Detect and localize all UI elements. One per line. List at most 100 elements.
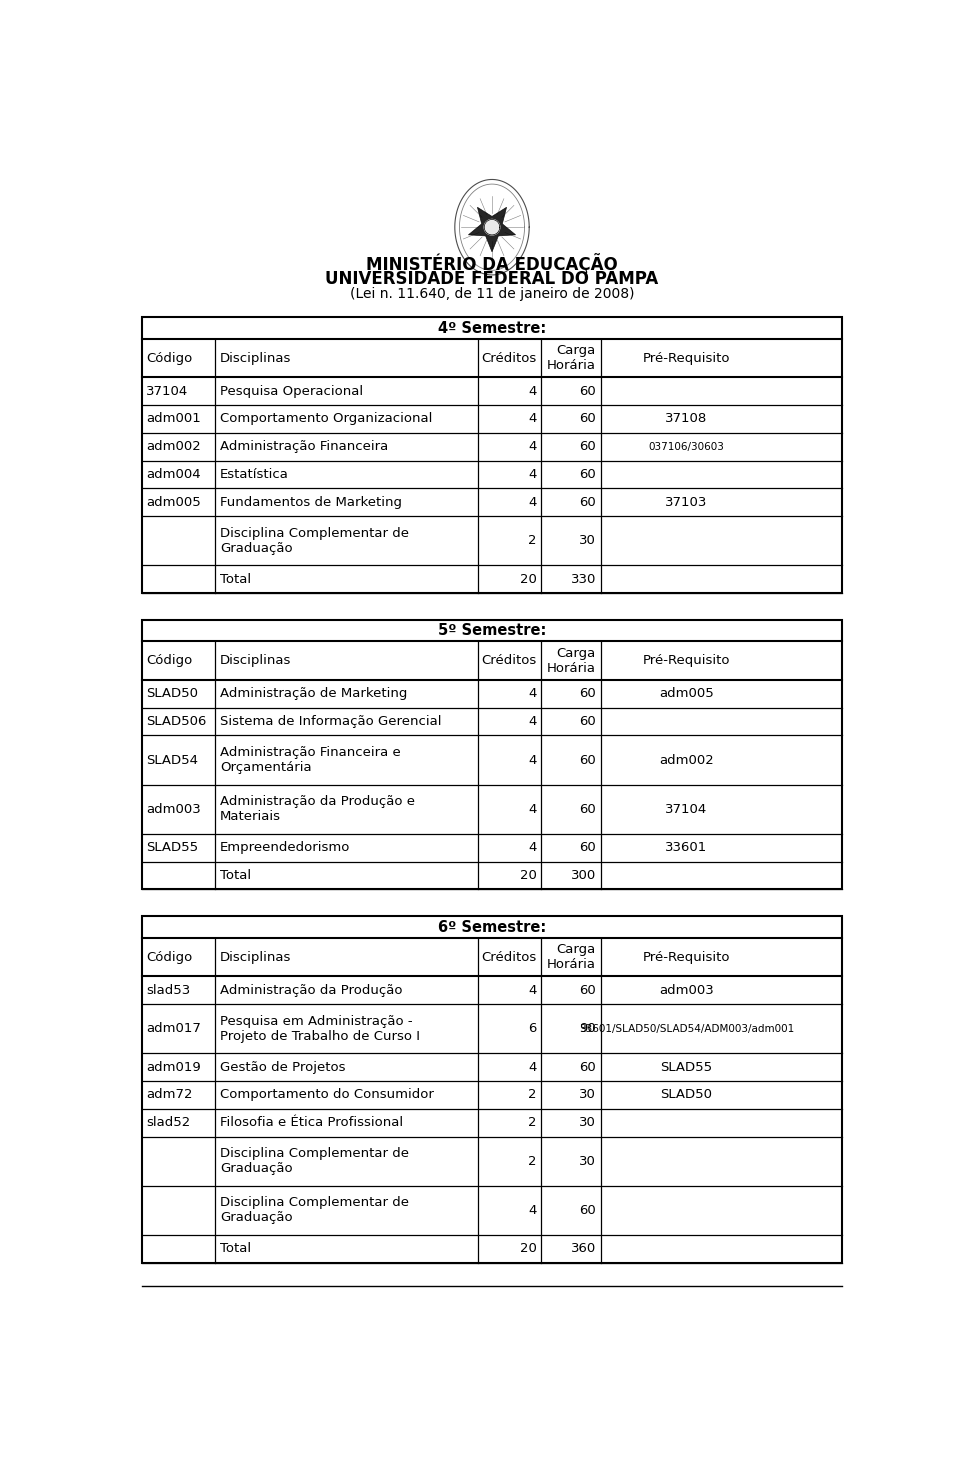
Text: Comportamento do Consumidor: Comportamento do Consumidor — [220, 1088, 434, 1101]
Text: Disciplina Complementar de
Graduação: Disciplina Complementar de Graduação — [220, 1147, 409, 1176]
Text: 4: 4 — [528, 841, 537, 854]
Text: 2: 2 — [528, 535, 537, 546]
Text: Disciplinas: Disciplinas — [220, 351, 291, 364]
Text: 60: 60 — [579, 495, 596, 508]
Text: Comportamento Organizacional: Comportamento Organizacional — [220, 412, 432, 425]
Text: 60: 60 — [579, 1061, 596, 1074]
Polygon shape — [484, 220, 500, 235]
Text: 4: 4 — [528, 1203, 537, 1217]
Text: Disciplinas: Disciplinas — [220, 950, 291, 963]
Text: 4: 4 — [528, 495, 537, 508]
Text: (Lei n. 11.640, de 11 de janeiro de 2008): (Lei n. 11.640, de 11 de janeiro de 2008… — [349, 287, 635, 302]
Text: 2: 2 — [528, 1155, 537, 1167]
Bar — [142, 916, 842, 1263]
Text: 4: 4 — [528, 753, 537, 766]
Text: adm005: adm005 — [146, 495, 201, 508]
Text: Administração da Produção e
Materiais: Administração da Produção e Materiais — [220, 796, 415, 823]
Text: 4: 4 — [528, 385, 537, 398]
Text: 60: 60 — [579, 715, 596, 728]
Text: 2: 2 — [528, 1116, 537, 1129]
Text: 37103: 37103 — [665, 495, 708, 508]
Text: 6º Semestre:: 6º Semestre: — [438, 919, 546, 934]
Text: 37104: 37104 — [146, 385, 188, 398]
Text: 4: 4 — [528, 440, 537, 453]
Bar — [142, 619, 842, 889]
Text: 60: 60 — [579, 688, 596, 701]
Text: slad53: slad53 — [146, 983, 191, 997]
Text: 60: 60 — [579, 841, 596, 854]
Text: 90: 90 — [579, 1023, 596, 1036]
Text: SLAD55: SLAD55 — [146, 841, 199, 854]
Text: 300: 300 — [570, 868, 596, 881]
Text: adm72: adm72 — [146, 1088, 193, 1101]
Text: Disciplina Complementar de
Graduação: Disciplina Complementar de Graduação — [220, 526, 409, 555]
Text: 20: 20 — [519, 868, 537, 881]
Text: Sistema de Informação Gerencial: Sistema de Informação Gerencial — [220, 715, 442, 728]
Text: Carga
Horária: Carga Horária — [547, 943, 596, 972]
Text: 33601/SLAD50/SLAD54/ADM003/adm001: 33601/SLAD50/SLAD54/ADM003/adm001 — [579, 1024, 794, 1034]
Text: 60: 60 — [579, 440, 596, 453]
Text: Estatística: Estatística — [220, 468, 289, 481]
Text: Pesquisa Operacional: Pesquisa Operacional — [220, 385, 363, 398]
Text: SLAD506: SLAD506 — [146, 715, 206, 728]
Text: adm003: adm003 — [146, 803, 201, 816]
Text: 60: 60 — [579, 983, 596, 997]
Text: 330: 330 — [570, 573, 596, 586]
Text: 60: 60 — [579, 385, 596, 398]
Text: adm002: adm002 — [660, 753, 714, 766]
Text: 4: 4 — [528, 803, 537, 816]
Text: adm003: adm003 — [660, 983, 714, 997]
Text: 37108: 37108 — [665, 412, 708, 425]
Text: 6: 6 — [528, 1023, 537, 1036]
Text: 037106/30603: 037106/30603 — [648, 441, 725, 452]
Text: Pré-Requisito: Pré-Requisito — [642, 950, 731, 963]
Text: Total: Total — [220, 1243, 251, 1256]
Text: 37104: 37104 — [665, 803, 708, 816]
Text: 20: 20 — [519, 573, 537, 586]
Text: 2: 2 — [528, 1088, 537, 1101]
Text: Pesquisa em Administração -
Projeto de Trabalho de Curso I: Pesquisa em Administração - Projeto de T… — [220, 1014, 420, 1043]
Text: Créditos: Créditos — [481, 654, 537, 667]
Text: Total: Total — [220, 868, 251, 881]
Text: 60: 60 — [579, 468, 596, 481]
Text: 30: 30 — [579, 535, 596, 546]
Text: adm002: adm002 — [146, 440, 201, 453]
Text: Disciplina Complementar de
Graduação: Disciplina Complementar de Graduação — [220, 1196, 409, 1224]
Text: 30: 30 — [579, 1155, 596, 1167]
Text: 4: 4 — [528, 983, 537, 997]
Text: 5º Semestre:: 5º Semestre: — [438, 624, 546, 638]
Text: 20: 20 — [519, 1243, 537, 1256]
Polygon shape — [468, 207, 516, 252]
Text: SLAD50: SLAD50 — [660, 1088, 712, 1101]
Text: 360: 360 — [570, 1243, 596, 1256]
Text: Administração Financeira: Administração Financeira — [220, 440, 388, 453]
Bar — [142, 318, 842, 593]
Text: MINISTÉRIO DA EDUCAÇÃO: MINISTÉRIO DA EDUCAÇÃO — [366, 254, 618, 274]
Text: Empreendedorismo: Empreendedorismo — [220, 841, 350, 854]
Text: slad52: slad52 — [146, 1116, 191, 1129]
Text: Total: Total — [220, 573, 251, 586]
Text: 4: 4 — [528, 688, 537, 701]
Text: Administração de Marketing: Administração de Marketing — [220, 688, 407, 701]
Text: Código: Código — [146, 950, 193, 963]
Text: Pré-Requisito: Pré-Requisito — [642, 351, 731, 364]
Text: 60: 60 — [579, 412, 596, 425]
Text: 4º Semestre:: 4º Semestre: — [438, 321, 546, 335]
Text: Código: Código — [146, 351, 193, 364]
Text: adm001: adm001 — [146, 412, 201, 425]
Text: Créditos: Créditos — [481, 351, 537, 364]
Text: 33601: 33601 — [665, 841, 708, 854]
Text: 4: 4 — [528, 1061, 537, 1074]
Text: 60: 60 — [579, 1203, 596, 1217]
Text: 4: 4 — [528, 715, 537, 728]
Text: SLAD50: SLAD50 — [146, 688, 199, 701]
Text: Fundamentos de Marketing: Fundamentos de Marketing — [220, 495, 402, 508]
Text: Filosofia e Ética Profissional: Filosofia e Ética Profissional — [220, 1116, 403, 1129]
Text: 4: 4 — [528, 412, 537, 425]
Text: 60: 60 — [579, 753, 596, 766]
Text: Pré-Requisito: Pré-Requisito — [642, 654, 731, 667]
Text: Créditos: Créditos — [481, 950, 537, 963]
Text: Gestão de Projetos: Gestão de Projetos — [220, 1061, 346, 1074]
Text: Carga
Horária: Carga Horária — [547, 647, 596, 675]
Text: SLAD55: SLAD55 — [660, 1061, 712, 1074]
